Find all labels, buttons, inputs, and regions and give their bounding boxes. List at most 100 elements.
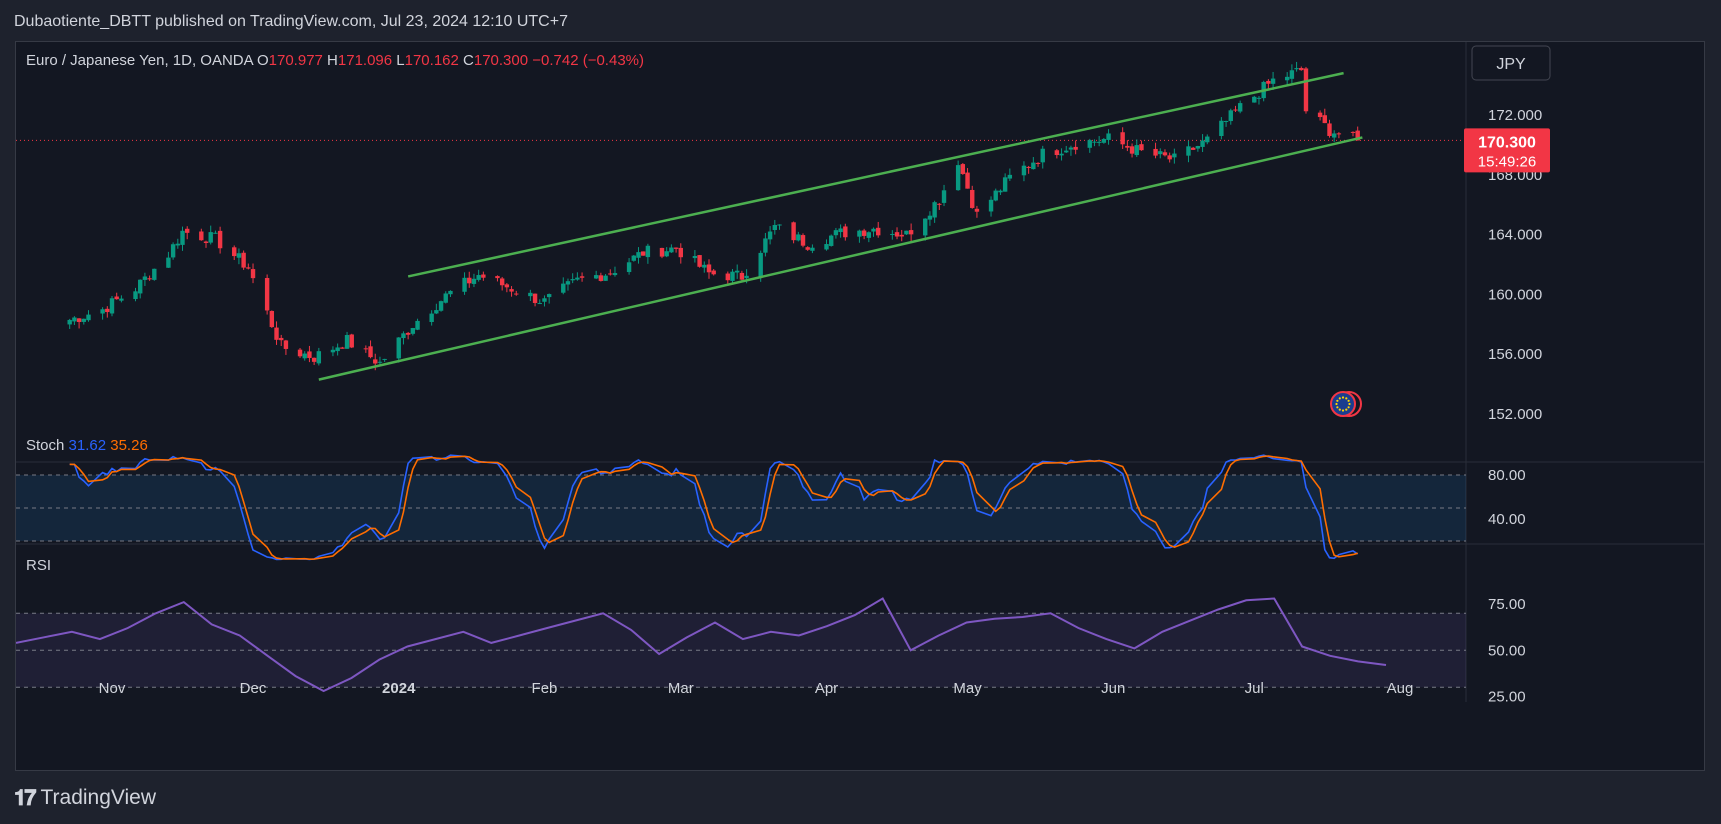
candle-body (514, 293, 519, 295)
candle-body (396, 337, 401, 359)
candle-body (481, 274, 486, 278)
change-value: −0.742 (−0.43%) (532, 52, 644, 69)
candle-body (443, 293, 448, 303)
time-tick-label: Dec (240, 680, 267, 697)
price-tick-label: 152.000 (1488, 406, 1542, 423)
candle-body (180, 230, 185, 245)
candle-body (866, 232, 872, 238)
candle-body (974, 208, 980, 212)
chart-frame[interactable]: 172.000 168.000 164.000 160.000 156.000 152.0… (15, 41, 1705, 771)
candle-body (1120, 132, 1125, 145)
candle-body (561, 283, 566, 293)
c-value: 170.300 (474, 52, 532, 69)
candle-body (170, 244, 176, 258)
channel-lower-line[interactable] (318, 136, 1363, 381)
candle-body (537, 303, 542, 305)
candle-body (871, 228, 876, 232)
candle-body (1087, 140, 1092, 148)
eu-star (1338, 408, 1341, 411)
candle-body (349, 334, 354, 348)
candle-body (152, 268, 157, 280)
candle-body (697, 255, 702, 267)
candle-body (434, 310, 439, 314)
candle-body (114, 296, 119, 300)
candle-body (302, 353, 307, 359)
candle-body (1256, 97, 1262, 99)
candle-body (730, 271, 735, 281)
candle-body (147, 278, 152, 280)
eu-star (1336, 406, 1339, 409)
candle-body (76, 318, 82, 322)
channel-upper-line[interactable] (407, 71, 1344, 278)
time-tick-label: Mar (668, 680, 694, 697)
candle-body (1092, 141, 1097, 143)
candle-body (1195, 145, 1201, 149)
stoch-legend[interactable]: Stoch 31.62 35.26 (26, 437, 148, 454)
candle-body (1219, 120, 1224, 137)
candle-body (857, 230, 862, 237)
candle-body (927, 215, 933, 220)
candle-body (1266, 80, 1271, 84)
candle-body (344, 335, 350, 349)
candle-body (363, 348, 369, 350)
eu-star (1338, 397, 1341, 400)
candle-body (890, 233, 895, 235)
candle-body (1106, 133, 1111, 140)
candle-body (1007, 174, 1013, 179)
candle-body (626, 262, 632, 273)
currency-button[interactable] (1471, 45, 1551, 81)
candle-body (960, 164, 966, 174)
stoch-tick-label: 40.00 (1488, 511, 1526, 528)
time-tick-label: Jun (1101, 680, 1125, 697)
candle-body (269, 310, 275, 328)
candle-body (941, 190, 947, 203)
time-tick-label: Nov (99, 680, 126, 697)
candle-body (876, 227, 881, 236)
stoch-title: Stoch (26, 437, 69, 454)
candle-body (711, 270, 716, 275)
candle-body (232, 247, 237, 257)
candle-body (236, 253, 242, 258)
candle-body (382, 358, 387, 360)
chart-canvas[interactable]: 172.000168.000164.000160.000156.000152.0… (16, 42, 1704, 770)
eu-star (1345, 408, 1348, 411)
candle-body (791, 222, 796, 241)
candle-body (213, 232, 218, 234)
o-value: 170.977 (269, 52, 327, 69)
candle-body (955, 165, 961, 191)
candle-body (199, 231, 204, 241)
price-badge (1464, 128, 1550, 173)
candle-body (664, 251, 669, 257)
eu-star (1341, 409, 1345, 412)
candle-body (669, 247, 674, 253)
candle-body (725, 273, 730, 281)
candle-body (988, 199, 994, 212)
candle-body (429, 313, 434, 323)
symbol-legend[interactable]: Euro / Japanese Yen, 1D, OANDA O170.977 … (26, 52, 644, 69)
candle-body (109, 298, 115, 314)
candle-body (1252, 96, 1257, 103)
candle-body (570, 279, 575, 281)
candle-body (499, 278, 505, 286)
candle-body (546, 294, 552, 298)
candle-body (1228, 110, 1233, 122)
candle-body (965, 172, 970, 189)
candle-body (401, 333, 406, 339)
tradingview-brand[interactable]: 𝟏𝟕 TradingView (14, 785, 156, 811)
candle-body (377, 361, 383, 363)
candle-body (937, 203, 942, 205)
time-tick-label: Apr (815, 680, 838, 697)
candle-body (1331, 133, 1337, 138)
eu-star (1336, 399, 1339, 402)
candle-body (462, 277, 467, 292)
time-tick-label: Feb (532, 680, 558, 697)
candle-body (1158, 151, 1163, 155)
candle-body (86, 314, 91, 321)
eu-flag-icon[interactable] (1330, 391, 1356, 417)
candle-body (119, 298, 124, 301)
candle-body (1350, 131, 1356, 133)
rsi-title: RSI (26, 557, 51, 574)
price-tick-label: 172.000 (1488, 107, 1542, 124)
rsi-tick-label: 75.00 (1488, 596, 1526, 613)
candle-body (448, 290, 453, 295)
